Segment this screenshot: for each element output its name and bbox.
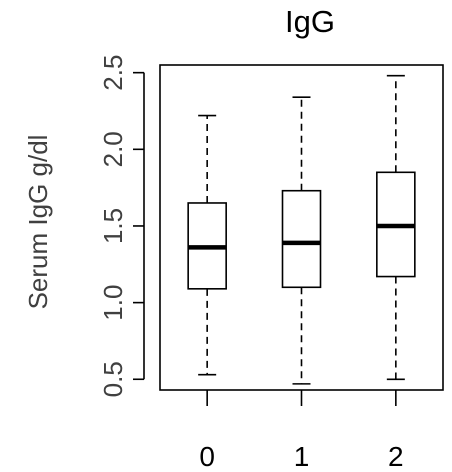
y-tick-label: 2.0 — [98, 131, 128, 167]
boxes — [187, 74, 416, 385]
y-tick-label: 0.5 — [98, 361, 128, 397]
x-axis: 0 1 2 — [199, 390, 404, 472]
y-tick-label: 1.0 — [98, 285, 128, 321]
x-tick-label: 0 — [199, 441, 215, 472]
x-tick-label: 2 — [388, 441, 404, 472]
y-tick-label: 2.5 — [98, 55, 128, 91]
box-0 — [187, 114, 227, 376]
x-tick-label: 1 — [294, 441, 310, 472]
y-axis: 0.5 1.0 1.5 2.0 2.5 — [98, 55, 145, 397]
box-2 — [376, 74, 416, 381]
chart-title: IgG — [285, 4, 335, 39]
y-tick-label: 1.5 — [98, 208, 128, 244]
box-iqr — [281, 189, 322, 289]
y-axis-label: Serum IgG g/dl — [23, 135, 53, 310]
box-1 — [281, 96, 322, 385]
